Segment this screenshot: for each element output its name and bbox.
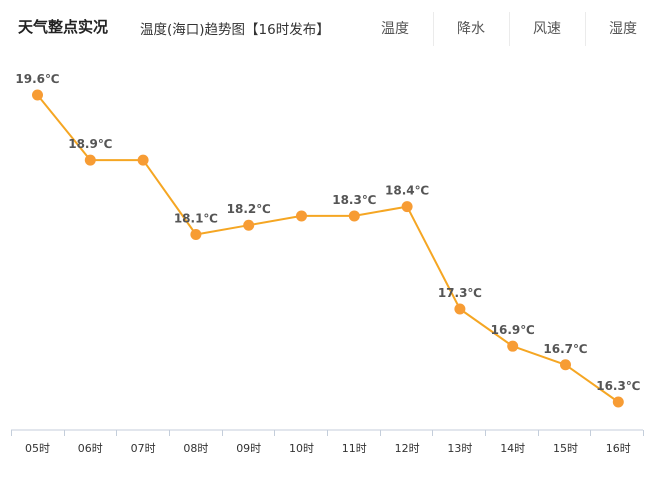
panel-title: 天气整点实况 <box>18 18 109 36</box>
x-tick-label: 08时 <box>183 442 208 455</box>
tab-temperature[interactable]: 温度 <box>381 21 409 37</box>
x-tick-label: 07时 <box>131 442 156 455</box>
tab-humidity[interactable]: 湿度 <box>609 21 637 37</box>
data-label: 18.2℃ <box>227 202 271 216</box>
data-point[interactable] <box>296 210 307 222</box>
x-tick-label: 14时 <box>500 442 525 455</box>
data-point[interactable] <box>348 210 360 222</box>
tab-divider <box>509 12 510 46</box>
x-tick-label: 09时 <box>236 442 261 455</box>
data-point[interactable] <box>84 154 96 166</box>
tab-divider <box>433 12 434 46</box>
data-point[interactable] <box>612 396 624 408</box>
x-tick-label: 16时 <box>606 442 631 455</box>
x-tick-label: 11时 <box>342 442 367 455</box>
data-label: 18.9℃ <box>68 137 112 151</box>
x-tick-label: 13时 <box>447 442 472 455</box>
x-tick-label: 05时 <box>25 442 50 455</box>
data-label: 19.6℃ <box>15 72 59 86</box>
chart-subtitle: 温度(海口)趋势图【16时发布】 <box>140 22 330 38</box>
data-label: 18.3℃ <box>332 193 376 207</box>
x-tick-label: 10时 <box>289 442 314 455</box>
tab-divider <box>585 12 586 46</box>
temperature-line <box>36 94 619 403</box>
chart-header: 天气整点实况 温度(海口)趋势图【16时发布】 温度 降水 风速 湿度 <box>0 0 653 52</box>
data-point[interactable] <box>243 219 255 231</box>
temperature-trend-chart: 05时 06时 07时 08时 09时 10时 11时 12时 13时 14时 15时 16时 19.6… <box>11 72 644 455</box>
data-point[interactable] <box>401 201 413 213</box>
data-point[interactable] <box>32 89 43 101</box>
data-point[interactable] <box>190 229 202 241</box>
data-label: 16.7℃ <box>543 342 587 356</box>
data-point[interactable] <box>507 340 519 352</box>
tab-wind-speed[interactable]: 风速 <box>533 21 561 37</box>
x-tick-label: 06时 <box>78 442 103 455</box>
data-label: 17.3℃ <box>438 286 482 300</box>
data-label: 18.4℃ <box>385 184 429 198</box>
data-label: 16.3℃ <box>596 379 640 393</box>
data-point[interactable] <box>454 303 466 315</box>
data-label: 16.9℃ <box>491 323 535 337</box>
x-tick-label: 15时 <box>553 442 578 455</box>
data-point[interactable] <box>560 359 571 371</box>
x-tick-label: 12时 <box>395 442 420 455</box>
tab-precipitation[interactable]: 降水 <box>457 21 485 37</box>
data-label: 18.1℃ <box>174 212 218 226</box>
data-point[interactable] <box>137 154 149 166</box>
